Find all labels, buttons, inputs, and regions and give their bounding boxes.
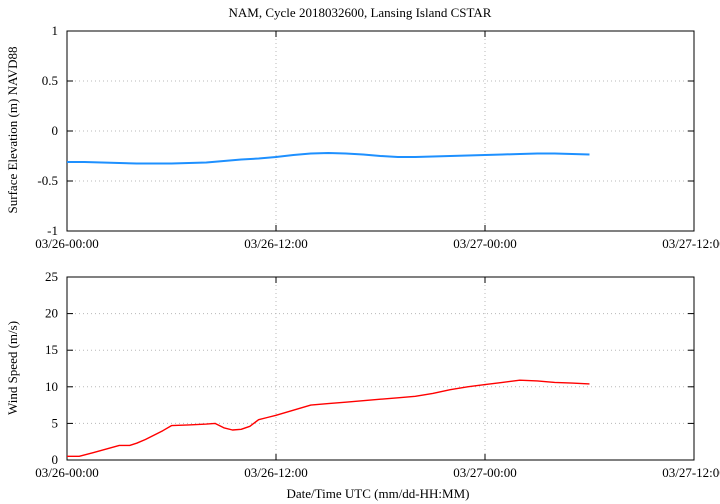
elev-x-tick-label: 03/26-00:00 <box>35 236 99 251</box>
wind-y-tick-label: 15 <box>45 342 58 357</box>
elev-y-tick-label: 1 <box>52 23 59 38</box>
wind-speed-y-label: Wind Speed (m/s) <box>5 321 20 415</box>
wind-y-tick-label: 10 <box>45 379 58 394</box>
elev-y-tick-label: 0.5 <box>42 73 58 88</box>
elev-y-tick-label: -0.5 <box>37 173 58 188</box>
wind-y-tick-label: 5 <box>52 415 59 430</box>
elev-x-tick-label: 03/26-12:00 <box>244 236 308 251</box>
elev-y-tick-label: 0 <box>52 123 59 138</box>
x-axis-label: Date/Time UTC (mm/dd-HH:MM) <box>287 486 470 501</box>
elev-x-tick-label: 03/27-12:00 <box>662 236 720 251</box>
wind-x-tick-label: 03/27-12:00 <box>662 465 720 480</box>
chart-title: NAM, Cycle 2018032600, Lansing Island CS… <box>229 5 492 20</box>
surface-elevation-y-label: Surface Elevation (m) NAVD88 <box>5 47 20 214</box>
elev-series-line <box>67 152 590 165</box>
wind-x-tick-label: 03/26-12:00 <box>244 465 308 480</box>
wind-y-tick-label: 25 <box>45 269 58 284</box>
elev-y-tick-label: -1 <box>47 223 58 238</box>
wind-x-tick-label: 03/26-00:00 <box>35 465 99 480</box>
surface-elevation-panel: Surface Elevation (m) NAVD88 -1 -0.5 0 0.5 1… <box>5 23 720 251</box>
wind-series-line <box>67 379 590 457</box>
wind-speed-panel: Wind Speed (m/s) 0 5 10 15 20 25 03/26-00:00 03… <box>5 269 720 480</box>
wind-y-tick-label: 20 <box>45 306 58 321</box>
elev-x-tick-label: 03/27-00:00 <box>453 236 517 251</box>
wind-plot-frame <box>66 276 695 461</box>
wind-y-tick-label: 0 <box>52 452 59 467</box>
wind-x-tick-label: 03/27-00:00 <box>453 465 517 480</box>
